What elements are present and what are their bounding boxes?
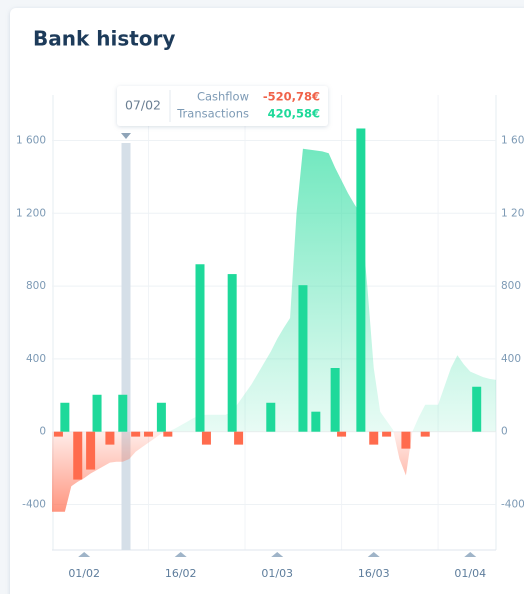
y-tick-label: 1 600 (16, 135, 46, 147)
x-marker (174, 552, 187, 557)
y-tick-label: 0 (39, 426, 46, 438)
bar (131, 431, 141, 437)
tooltip-date: 07/02 (125, 98, 161, 113)
y-tick-label: -400 (501, 499, 524, 511)
y-tick-label: 800 (26, 280, 46, 292)
bar (472, 386, 482, 432)
bar (266, 402, 276, 432)
card-title: Bank history (33, 27, 175, 51)
x-tick-label: 01/02 (68, 567, 100, 580)
tooltip-label: Transactions (176, 107, 249, 121)
x-marker (271, 552, 284, 557)
hover-band (121, 143, 131, 550)
bar (53, 431, 63, 437)
bar (156, 402, 166, 432)
y-tick-label: 1 600 (501, 135, 524, 147)
x-tick-label: 16/03 (358, 567, 390, 580)
bar (73, 431, 83, 480)
bar (144, 431, 154, 437)
x-marker (367, 552, 380, 557)
x-tick-label: 16/02 (165, 567, 197, 580)
bar (86, 431, 96, 470)
bar (118, 394, 128, 432)
bar (420, 431, 430, 437)
bar (92, 394, 102, 432)
bar (337, 431, 347, 437)
bar (163, 431, 173, 437)
tooltip: 07/02 Cashflow Transactions -520,78€ 420… (117, 86, 328, 126)
bar (227, 274, 237, 432)
hover-marker (121, 133, 131, 139)
tooltip-value: 420,58€ (268, 107, 320, 121)
bar (369, 431, 379, 445)
y-tick-label: 1 200 (16, 207, 46, 219)
bar (195, 264, 205, 432)
bar (330, 368, 340, 432)
y-tick-label: 400 (26, 353, 46, 365)
bar (201, 431, 211, 445)
bar (105, 431, 115, 445)
x-tick-label: 01/03 (261, 567, 293, 580)
bar (401, 431, 411, 449)
bar (356, 128, 366, 432)
y-tick-label: 0 (501, 426, 508, 438)
bar (60, 402, 70, 432)
bar (311, 411, 321, 432)
y-tick-label: -400 (22, 499, 46, 511)
plot: -400 -400 0 0 400 400 800 800 1 200 1 200 1 600 1 6… (16, 95, 524, 580)
y-tick-label: 800 (501, 280, 521, 292)
cashflow-area (52, 148, 496, 512)
bar (234, 431, 244, 445)
bar (298, 285, 308, 432)
y-tick-label: 400 (501, 353, 521, 365)
bar (382, 431, 392, 437)
tooltip-value: -520,78€ (263, 90, 320, 104)
x-marker (78, 552, 91, 557)
y-tick-label: 1 200 (501, 207, 524, 219)
x-tick-label: 01/04 (454, 567, 486, 580)
x-marker (464, 552, 477, 557)
tooltip-label: Cashflow (197, 90, 249, 104)
